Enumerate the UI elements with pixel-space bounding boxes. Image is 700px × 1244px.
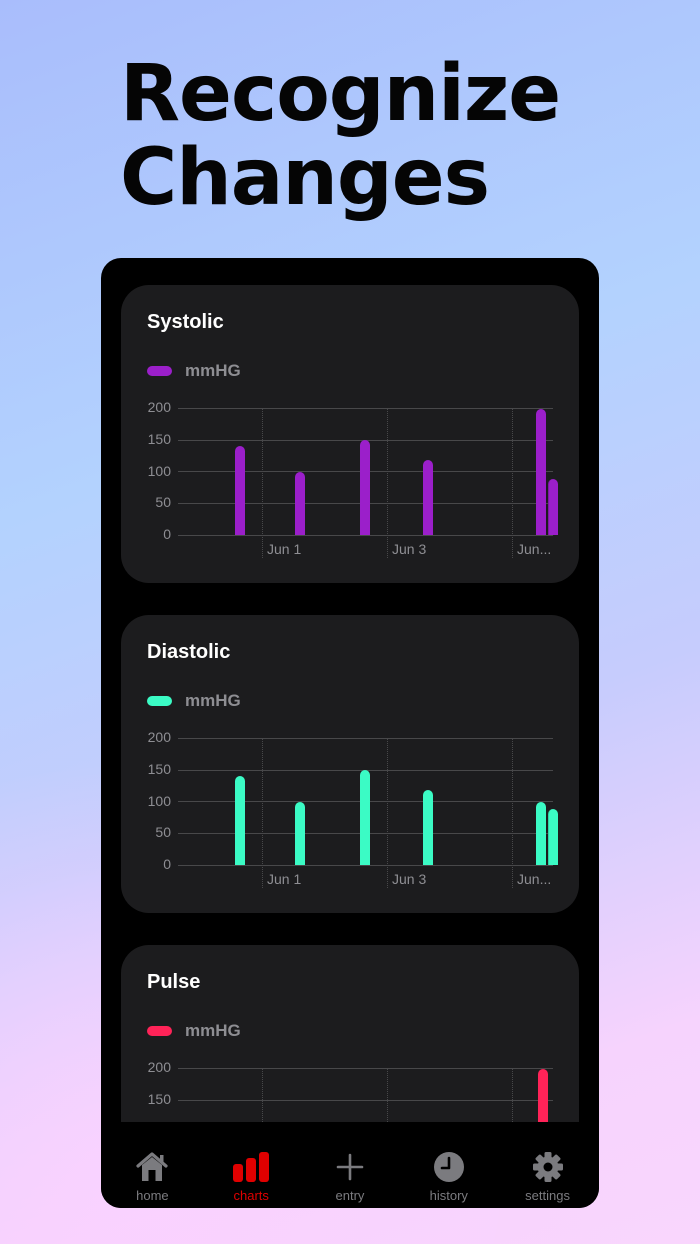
- gridline: [178, 1100, 553, 1101]
- bar-chart-pulse: 200 150: [121, 945, 579, 1122]
- x-tick: Jun...: [517, 541, 552, 557]
- card-title: Diastolic: [147, 641, 231, 663]
- charts-scroll-view[interactable]: Systolic mmHG 200 150 100 50 0 Jun 1: [101, 258, 599, 1122]
- tab-charts[interactable]: charts: [203, 1122, 299, 1208]
- gridline-vertical: [262, 408, 263, 558]
- x-tick: Jun...: [517, 871, 552, 887]
- bar-chart-icon: [232, 1150, 270, 1184]
- gridline-vertical: [387, 1068, 388, 1122]
- chart-legend: mmHG: [147, 1021, 241, 1041]
- bar[interactable]: [295, 802, 305, 865]
- legend-label: mmHG: [185, 1021, 241, 1040]
- house-icon: [133, 1150, 171, 1184]
- bar[interactable]: [538, 1069, 548, 1122]
- tab-label: history: [429, 1188, 468, 1203]
- gridline-vertical: [512, 1068, 513, 1122]
- y-tick: 150: [147, 431, 171, 447]
- clock-icon: [430, 1150, 468, 1184]
- y-tick: 50: [155, 824, 171, 840]
- bar[interactable]: [295, 472, 305, 535]
- gridline-vertical: [512, 738, 513, 888]
- gridline: [178, 1068, 553, 1069]
- headline: Recognize Changes: [120, 49, 561, 223]
- headline-line-1: Recognize: [120, 49, 561, 139]
- gridline-vertical: [387, 738, 388, 888]
- x-tick: Jun 3: [392, 541, 427, 557]
- gridline: [178, 408, 553, 409]
- tab-label: home: [136, 1188, 169, 1203]
- y-tick: 0: [163, 526, 171, 542]
- bar[interactable]: [536, 802, 546, 865]
- card-title: Systolic: [147, 311, 224, 333]
- bar[interactable]: [536, 409, 546, 535]
- tab-entry[interactable]: entry: [302, 1122, 398, 1208]
- bar[interactable]: [548, 809, 558, 865]
- phone-screen: Systolic mmHG 200 150 100 50 0 Jun 1: [101, 258, 599, 1208]
- x-tick: Jun 3: [392, 871, 427, 887]
- chart-card-diastolic: Diastolic mmHG 200 150 100 50 0 Jun 1: [121, 615, 579, 913]
- y-tick: 100: [147, 793, 171, 809]
- bar[interactable]: [548, 479, 558, 535]
- gear-icon: [529, 1150, 567, 1184]
- tab-label: charts: [233, 1188, 269, 1203]
- gridline: [178, 738, 553, 739]
- tab-label: settings: [525, 1188, 570, 1203]
- x-axis-baseline: [178, 865, 553, 866]
- legend-swatch: [147, 1026, 172, 1036]
- legend-swatch: [147, 366, 172, 376]
- chart-card-pulse: Pulse mmHG 200 150: [121, 945, 579, 1122]
- y-tick: 200: [147, 729, 171, 745]
- tab-home[interactable]: home: [104, 1122, 200, 1208]
- y-tick: 200: [147, 1059, 171, 1075]
- y-tick: 200: [147, 399, 171, 415]
- bar[interactable]: [235, 776, 245, 865]
- tab-history[interactable]: history: [401, 1122, 497, 1208]
- tab-label: entry: [335, 1188, 365, 1203]
- card-title: Pulse: [147, 971, 201, 993]
- plus-icon: [331, 1150, 369, 1184]
- x-tick: Jun 1: [267, 541, 302, 557]
- bar[interactable]: [423, 460, 433, 535]
- legend-swatch: [147, 696, 172, 706]
- gridline-vertical: [262, 738, 263, 888]
- legend-label: mmHG: [185, 361, 241, 380]
- chart-legend: mmHG: [147, 361, 241, 381]
- y-tick: 0: [163, 856, 171, 872]
- bar[interactable]: [235, 446, 245, 535]
- bar[interactable]: [423, 790, 433, 865]
- tab-settings[interactable]: settings: [500, 1122, 596, 1208]
- bar[interactable]: [360, 770, 370, 865]
- bar-chart-systolic: 200 150 100 50 0 Jun 1 Jun 3 Jun...: [121, 285, 579, 583]
- gridline-vertical: [262, 1068, 263, 1122]
- y-tick: 150: [147, 1091, 171, 1107]
- y-tick: 50: [155, 494, 171, 510]
- bar-chart-diastolic: 200 150 100 50 0 Jun 1 Jun 3 Jun...: [121, 615, 579, 913]
- y-tick: 100: [147, 463, 171, 479]
- x-tick: Jun 1: [267, 871, 302, 887]
- chart-card-systolic: Systolic mmHG 200 150 100 50 0 Jun 1: [121, 285, 579, 583]
- chart-legend: mmHG: [147, 691, 241, 711]
- legend-label: mmHG: [185, 691, 241, 710]
- y-tick: 150: [147, 761, 171, 777]
- x-axis-baseline: [178, 535, 553, 536]
- bar[interactable]: [360, 440, 370, 535]
- gridline-vertical: [387, 408, 388, 558]
- gridline-vertical: [512, 408, 513, 558]
- headline-line-2: Changes: [120, 133, 490, 223]
- tab-bar: home charts entry: [101, 1122, 599, 1208]
